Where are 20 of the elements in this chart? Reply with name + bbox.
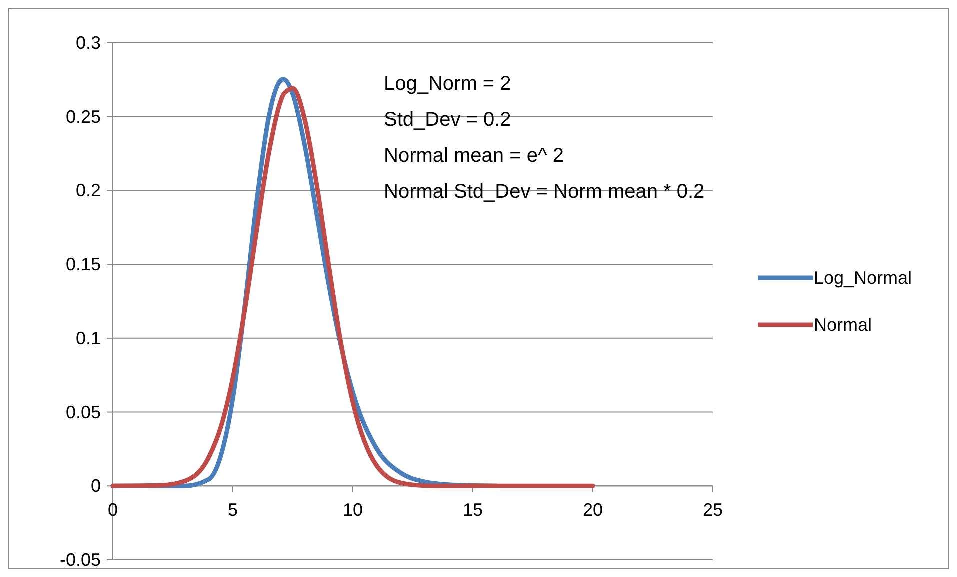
y-tick-label: 0.25 bbox=[66, 106, 101, 127]
y-tick-label: -0.05 bbox=[60, 550, 101, 570]
legend-label: Normal bbox=[814, 315, 872, 335]
x-tick-label: 10 bbox=[342, 500, 364, 520]
y-tick-label: 0.15 bbox=[66, 254, 101, 275]
annotation: Log_Norm = 2 bbox=[384, 73, 512, 95]
annotation: Normal Std_Dev = Norm mean * 0.2 bbox=[384, 181, 705, 203]
x-tick-label: 25 bbox=[702, 500, 724, 520]
y-tick-label: 0.05 bbox=[66, 402, 101, 422]
annotation: Std_Dev = 0.2 bbox=[384, 109, 512, 131]
legend-label: Log_Normal bbox=[814, 268, 912, 288]
x-tick-label: 5 bbox=[228, 500, 238, 520]
y-tick-label: 0.1 bbox=[76, 328, 101, 348]
annotation: Normal mean = e^ 2 bbox=[384, 145, 564, 167]
x-tick-label: 15 bbox=[462, 500, 484, 520]
y-tick-label: 0.2 bbox=[76, 180, 101, 201]
y-tick-label: 0.3 bbox=[76, 33, 101, 53]
x-tick-label: 20 bbox=[582, 500, 604, 520]
x-tick-label: 0 bbox=[108, 500, 118, 520]
y-tick-label: 0 bbox=[90, 476, 101, 496]
